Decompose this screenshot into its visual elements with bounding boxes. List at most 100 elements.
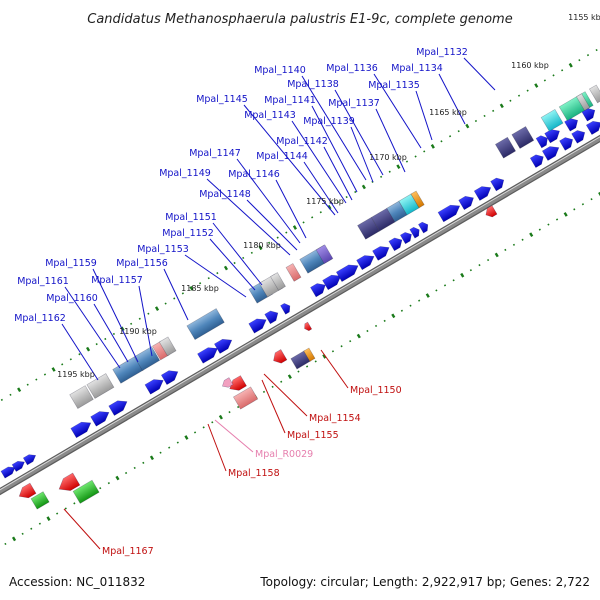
scale-tick bbox=[124, 471, 128, 475]
cog-feature-box bbox=[410, 190, 425, 209]
leader-line bbox=[334, 89, 384, 176]
leader-line bbox=[63, 508, 101, 550]
scale-tick bbox=[538, 228, 541, 231]
forward-cds-arrow bbox=[280, 303, 291, 315]
scale-tick bbox=[504, 248, 507, 251]
leader-line bbox=[163, 268, 189, 321]
gene-label: Mpal_1150 bbox=[350, 385, 402, 396]
scale-tick bbox=[173, 297, 176, 300]
scale-label-kbp: 1155 kbp bbox=[568, 13, 600, 22]
scale-tick bbox=[487, 258, 490, 262]
scale-tick bbox=[586, 54, 590, 57]
backbone-highlight bbox=[0, 136, 600, 491]
scale-label-kbp: 1180 kbp bbox=[243, 241, 281, 250]
leader-line bbox=[93, 303, 129, 363]
scale-tick bbox=[509, 99, 512, 102]
gene-label: Mpal_1153 bbox=[137, 244, 189, 255]
forward-cds-arrow bbox=[409, 227, 420, 239]
scale-tick bbox=[457, 130, 460, 133]
scale-tick bbox=[168, 446, 171, 449]
scale-tick bbox=[184, 435, 189, 440]
scale-tick bbox=[469, 269, 472, 272]
scale-tick bbox=[517, 94, 521, 97]
scale-tick bbox=[218, 414, 223, 420]
scale-tick bbox=[494, 252, 499, 258]
scale-tick bbox=[443, 284, 447, 287]
scale-tick bbox=[306, 365, 309, 368]
scale-tick bbox=[552, 74, 555, 77]
scale-tick bbox=[11, 536, 17, 542]
scale-tick bbox=[262, 390, 266, 393]
scale-tick bbox=[396, 164, 401, 169]
scale-tick bbox=[297, 370, 300, 373]
scale-tick bbox=[199, 282, 202, 285]
gene-label: Mpal_1161 bbox=[17, 276, 69, 287]
gene-label: Mpal_1167 bbox=[102, 546, 154, 557]
scale-tick bbox=[361, 184, 366, 190]
scale-tick bbox=[216, 272, 219, 275]
scale-tick bbox=[356, 333, 361, 339]
forward-cds-arrow bbox=[310, 283, 326, 298]
leader-line bbox=[375, 108, 406, 173]
scale-tick bbox=[391, 313, 396, 319]
gene-label: Mpal_1148 bbox=[199, 189, 251, 200]
leader-line bbox=[415, 90, 433, 141]
scale-tick bbox=[181, 292, 184, 295]
scale-tick bbox=[138, 317, 141, 320]
scale-tick bbox=[474, 119, 478, 123]
scale-tick bbox=[285, 231, 288, 234]
gene-label: Mpal_1142 bbox=[276, 136, 328, 147]
forward-cds-arrow bbox=[214, 338, 233, 354]
scale-tick bbox=[0, 398, 3, 401]
forward-cds-arrow bbox=[458, 196, 474, 211]
scale-tick bbox=[543, 79, 546, 82]
scale-tick bbox=[349, 340, 352, 343]
scale-tick bbox=[598, 191, 600, 197]
scale-tick bbox=[440, 140, 443, 143]
forward-cds-arrow bbox=[400, 232, 412, 245]
scale-tick bbox=[555, 218, 559, 221]
scale-tick bbox=[242, 256, 245, 260]
scale-tick bbox=[9, 393, 12, 396]
scale-tick bbox=[302, 221, 305, 224]
leader-line bbox=[236, 158, 301, 244]
scale-tick bbox=[112, 332, 116, 336]
forward-cds-arrow bbox=[559, 137, 573, 151]
gene-label: Mpal_1136 bbox=[326, 63, 378, 74]
cog-feature-box bbox=[540, 108, 564, 132]
gene-label: Mpal_1160 bbox=[46, 293, 98, 304]
scale-tick bbox=[4, 542, 7, 546]
scale-tick bbox=[465, 123, 470, 129]
scale-label-kbp: 1175 kbp bbox=[306, 197, 344, 206]
cog-feature-box bbox=[270, 272, 286, 291]
cog-feature-box bbox=[158, 336, 177, 357]
scale-tick bbox=[578, 59, 581, 62]
scale-tick bbox=[409, 304, 412, 307]
accession-text: Accession: NC_011832 bbox=[9, 575, 145, 589]
scale-tick bbox=[130, 322, 133, 325]
forward-cds-arrow bbox=[108, 400, 128, 416]
scale-tick bbox=[86, 346, 91, 352]
gene-label: Mpal_1157 bbox=[91, 275, 143, 286]
scale-tick bbox=[228, 411, 231, 414]
scale-tick bbox=[590, 198, 593, 201]
gene-label: Mpal_1154 bbox=[309, 413, 361, 424]
scale-tick bbox=[534, 83, 539, 88]
forward-cds-arrow bbox=[22, 454, 37, 466]
scale-tick bbox=[99, 487, 102, 490]
track-layer bbox=[0, 48, 600, 546]
gene-label: Mpal_1149 bbox=[159, 168, 211, 179]
gene-label: Mpal_1134 bbox=[391, 63, 443, 74]
leader-line bbox=[350, 126, 374, 183]
scale-tick bbox=[405, 160, 409, 163]
forward-cds-arrow bbox=[437, 204, 461, 223]
forward-cds-arrow bbox=[0, 466, 16, 479]
scale-tick bbox=[314, 360, 317, 363]
gene-label: Mpal_1143 bbox=[244, 110, 296, 121]
scale-tick bbox=[492, 109, 495, 112]
forward-cds-arrow bbox=[473, 186, 492, 201]
scale-tick bbox=[142, 461, 145, 464]
leader-line bbox=[311, 105, 358, 193]
backbone-line bbox=[0, 136, 600, 494]
reverse-cds-arrow bbox=[58, 472, 81, 491]
